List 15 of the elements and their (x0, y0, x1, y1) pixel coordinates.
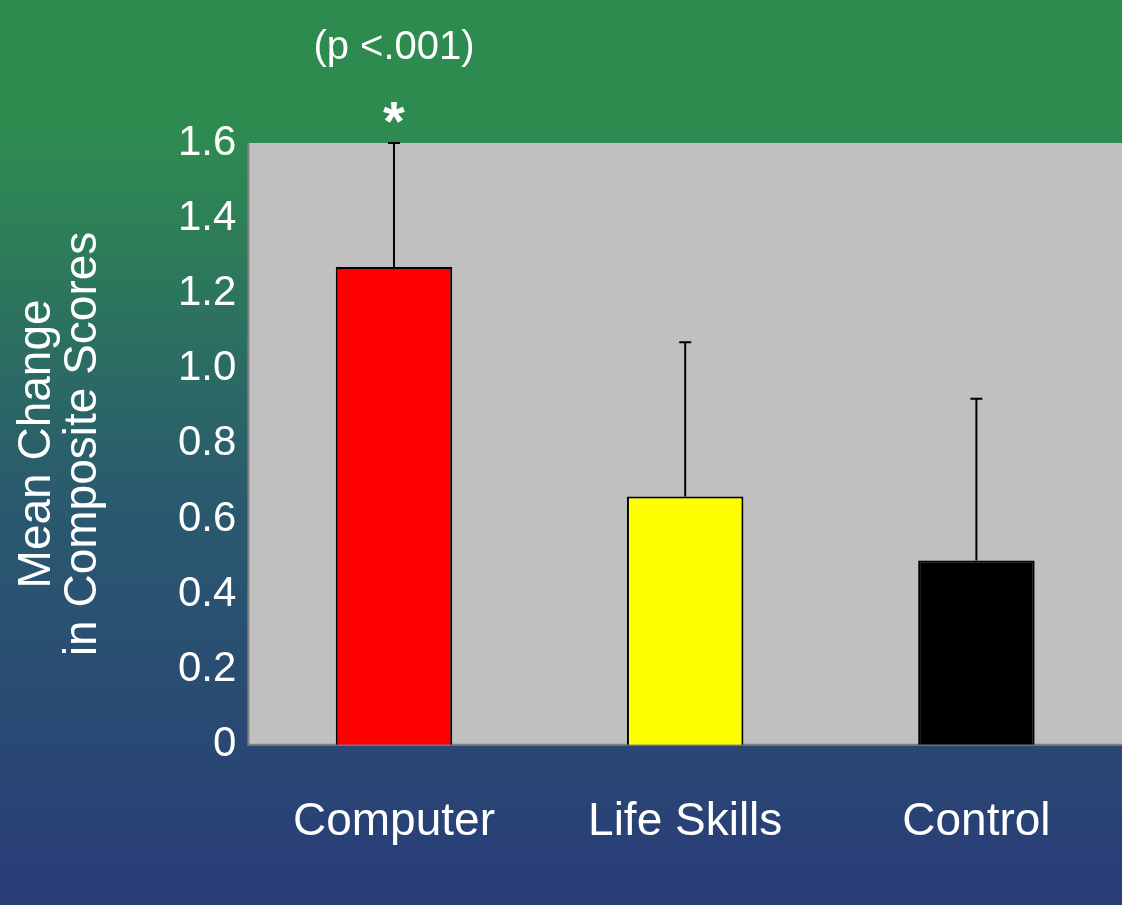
y-tick-label: 1.4 (178, 191, 237, 239)
x-tick-label: Life Skills (588, 793, 783, 846)
x-tick-label: Computer (293, 793, 495, 846)
y-tick-label: 1.2 (178, 267, 237, 315)
y-tick-label: 1.6 (178, 116, 237, 164)
y-axis-title: Mean Change in Composite Scores (7, 231, 106, 657)
y-tick-label: 1.0 (178, 342, 237, 390)
x-tick-label: Control (902, 793, 1051, 846)
y-tick-label: 0.2 (178, 643, 237, 691)
annotation: * (383, 89, 406, 153)
y-tick-label: 0.8 (178, 417, 237, 465)
y-tick-label: 0 (213, 718, 237, 766)
annotation: (p <.001) (313, 23, 475, 68)
y-tick-label: 0.4 (178, 567, 237, 615)
y-tick-label: 0.6 (178, 492, 237, 540)
